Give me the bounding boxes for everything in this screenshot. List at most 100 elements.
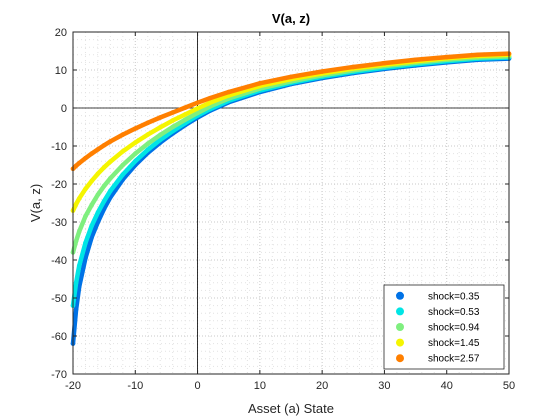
legend-marker bbox=[396, 307, 404, 316]
data-point bbox=[89, 178, 94, 184]
data-point bbox=[413, 57, 418, 63]
data-point bbox=[83, 155, 88, 161]
data-point bbox=[195, 110, 200, 116]
legend-label: shock=1.45 bbox=[428, 338, 480, 349]
data-point bbox=[319, 69, 325, 74]
data-point bbox=[132, 158, 138, 164]
data-point bbox=[101, 198, 107, 204]
data-point bbox=[101, 183, 107, 189]
x-tick-label: -20 bbox=[65, 380, 81, 392]
data-point bbox=[83, 186, 88, 192]
data-point bbox=[95, 192, 101, 197]
data-point bbox=[132, 151, 138, 156]
data-point bbox=[157, 137, 163, 143]
data-point bbox=[145, 120, 151, 126]
x-tick-label: 0 bbox=[195, 380, 201, 392]
data-point bbox=[195, 100, 200, 105]
data-point bbox=[73, 201, 79, 207]
y-tick-label: -50 bbox=[51, 293, 67, 305]
x-tick-label: 50 bbox=[503, 380, 515, 392]
data-point bbox=[288, 74, 294, 80]
data-point bbox=[207, 100, 213, 105]
plot-frame bbox=[72, 31, 510, 375]
y-tick-label: -10 bbox=[51, 141, 67, 153]
series-group bbox=[70, 51, 512, 346]
x-tick-label: -10 bbox=[127, 380, 143, 392]
data-point bbox=[444, 54, 450, 60]
x-tick-label: 30 bbox=[378, 380, 390, 392]
data-point bbox=[207, 95, 213, 101]
chart-title: V(a, z) bbox=[272, 11, 310, 26]
legend-label: shock=0.35 bbox=[428, 291, 480, 302]
data-point bbox=[95, 147, 101, 152]
data-point bbox=[157, 115, 163, 120]
series-shock=2.57 bbox=[70, 51, 512, 172]
x-tick-label: 10 bbox=[254, 380, 266, 392]
y-tick-label: 0 bbox=[61, 103, 67, 115]
data-point bbox=[120, 172, 126, 177]
data-point bbox=[101, 164, 107, 170]
data-point bbox=[120, 132, 126, 137]
data-point bbox=[182, 112, 188, 117]
x-tick-label: 40 bbox=[441, 380, 453, 392]
data-point bbox=[182, 117, 188, 123]
data-point bbox=[157, 132, 163, 138]
data-point bbox=[108, 188, 113, 194]
legend-label: shock=2.57 bbox=[428, 354, 480, 365]
data-point bbox=[120, 162, 126, 168]
legend-marker bbox=[396, 291, 404, 300]
data-point bbox=[76, 284, 82, 289]
legend: shock=0.35 shock=0.53 shock=0.94 shock=1.45… bbox=[383, 284, 505, 370]
y-tick-label: -70 bbox=[51, 369, 67, 381]
legend-marker bbox=[396, 354, 404, 363]
data-point bbox=[108, 139, 113, 144]
data-point bbox=[350, 64, 356, 70]
data-point bbox=[475, 52, 481, 58]
data-point bbox=[73, 238, 79, 244]
ticks: -20 -10 0 10 20 30 40 50 -70 -60 -50 -40 -30 -20 -10 0 1… bbox=[51, 27, 515, 392]
data-point bbox=[226, 89, 232, 95]
data-point bbox=[145, 147, 151, 153]
data-point bbox=[145, 132, 151, 137]
data-point bbox=[145, 141, 151, 147]
data-point bbox=[95, 171, 101, 177]
data-point bbox=[83, 240, 88, 246]
data-point bbox=[89, 202, 94, 208]
data-point bbox=[170, 118, 175, 123]
data-point bbox=[73, 163, 79, 169]
data-point bbox=[157, 125, 163, 130]
data-point bbox=[89, 234, 94, 240]
y-tick-label: -30 bbox=[51, 217, 67, 229]
data-point bbox=[73, 280, 79, 286]
x-axis-label: Asset (a) State bbox=[248, 401, 334, 416]
data-point bbox=[83, 255, 88, 261]
y-tick-label: -20 bbox=[51, 179, 67, 191]
data-point bbox=[73, 307, 79, 312]
y-axis-label: V(a, z) bbox=[28, 184, 43, 222]
data-point bbox=[76, 229, 82, 234]
data-point bbox=[95, 219, 101, 225]
data-point bbox=[170, 124, 175, 130]
data-point bbox=[76, 196, 82, 201]
legend-label: shock=0.94 bbox=[428, 323, 480, 334]
data-point bbox=[195, 106, 200, 111]
data-point bbox=[120, 149, 126, 154]
data-point bbox=[382, 60, 387, 66]
x-tick-label: 20 bbox=[316, 380, 328, 392]
y-tick-label: -60 bbox=[51, 331, 67, 343]
data-point bbox=[182, 105, 188, 110]
legend-marker bbox=[396, 323, 404, 331]
legend-marker bbox=[396, 338, 404, 347]
y-tick-label: 20 bbox=[55, 27, 67, 39]
data-point bbox=[89, 151, 94, 156]
data-point bbox=[257, 81, 263, 86]
reference-lines bbox=[73, 32, 509, 374]
data-point bbox=[170, 110, 175, 115]
y-tick-label: 10 bbox=[55, 65, 67, 77]
data-point bbox=[83, 214, 88, 219]
y-tick-label: -40 bbox=[51, 255, 67, 267]
data-point bbox=[132, 140, 138, 145]
data-point bbox=[76, 263, 82, 269]
data-point bbox=[108, 159, 113, 164]
